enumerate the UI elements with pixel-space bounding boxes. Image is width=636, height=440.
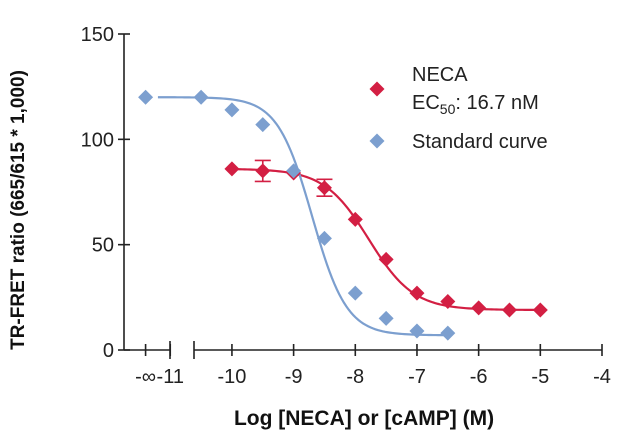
ec50-subscript: 50 xyxy=(440,101,456,117)
legend-label-neca: NECA xyxy=(412,64,468,86)
data-point-standard-curve xyxy=(224,102,240,118)
x-tick-label: -∞ xyxy=(135,366,156,388)
legend-marker-standard-curve xyxy=(369,133,385,149)
x-tick-label: -5 xyxy=(531,366,549,388)
x-axis-title: Log [NECA] or [cAMP] (M) xyxy=(234,407,494,430)
ec50-value: : 16.7 nM xyxy=(455,92,538,114)
y-tick-label: 0 xyxy=(103,340,114,362)
data-point-neca xyxy=(501,302,517,318)
x-tick-label: -11 xyxy=(157,366,184,388)
data-point-neca xyxy=(224,161,240,177)
y-tick-label: 50 xyxy=(92,235,114,257)
legend: NECA EC50: 16.7 nM Standard curve xyxy=(369,64,548,153)
y-axis-title: TR-FRET ratio (665/615 * 1,000) xyxy=(8,70,29,350)
x-tick-label: -9 xyxy=(285,366,303,388)
data-point-neca xyxy=(255,163,271,179)
x-tick-label: -4 xyxy=(593,366,611,388)
fit-curve-neca xyxy=(231,168,541,312)
x-tick-label: -8 xyxy=(346,366,364,388)
data-point-standard-curve xyxy=(378,310,394,326)
x-tick-label: -6 xyxy=(470,366,488,388)
data-point-neca xyxy=(532,302,548,318)
data-point-neca xyxy=(471,300,487,316)
axes: 0 50 100 150 -∞ -11 -10 -9 -8 -7 -6 -5 -4 xyxy=(81,24,611,388)
fit-curve-standard-curve xyxy=(157,96,448,337)
data-point-standard-curve xyxy=(347,285,363,301)
data-point-neca xyxy=(316,180,332,196)
data-point-standard-curve xyxy=(440,325,456,341)
data-point-standard-curve xyxy=(286,163,302,179)
data-point-neca xyxy=(347,211,363,227)
y-tick-label: 150 xyxy=(81,24,114,46)
data-point-neca xyxy=(409,285,425,301)
data-point-neca xyxy=(440,294,456,310)
data-point-standard-curve xyxy=(255,117,271,133)
x-tick-label: -7 xyxy=(408,366,426,388)
data-point-standard-curve xyxy=(316,230,332,246)
x-tick-label: -10 xyxy=(217,366,246,388)
legend-label-standard-curve: Standard curve xyxy=(412,131,548,153)
data-point-standard-curve xyxy=(409,323,425,339)
legend-marker-neca xyxy=(369,81,385,97)
legend-ec50-text: EC50: 16.7 nM xyxy=(412,92,539,117)
data-point-standard-curve xyxy=(193,89,209,105)
data-point-standard-curve xyxy=(138,89,154,105)
data-point-neca xyxy=(378,251,394,267)
ec50-prefix: EC xyxy=(412,92,440,114)
data-points xyxy=(138,89,548,341)
y-tick-label: 100 xyxy=(81,129,114,151)
